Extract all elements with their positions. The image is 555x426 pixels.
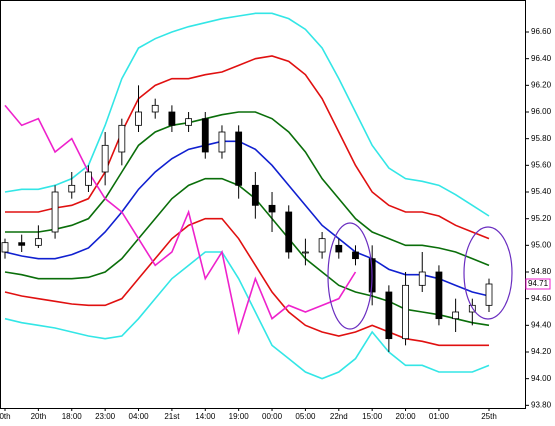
candle-body xyxy=(235,131,243,186)
y-tick-label: 93.80 xyxy=(531,400,552,409)
y-tick-label: 95.60 xyxy=(531,160,552,169)
candle-body xyxy=(185,118,192,126)
x-tick-label: 0th xyxy=(0,412,11,421)
candle-body xyxy=(402,284,409,340)
last-price-box xyxy=(525,278,551,290)
x-tick-label: 04:00 xyxy=(129,412,150,421)
candle-body xyxy=(201,118,209,153)
x-tick-label: 25th xyxy=(481,412,497,421)
x-tick-label: 00:00 xyxy=(262,412,283,421)
candle-body xyxy=(85,171,92,186)
candle-body xyxy=(352,251,359,260)
candle-body xyxy=(251,184,259,206)
y-tick-label: 96.60 xyxy=(531,27,552,36)
candle-body xyxy=(135,111,142,126)
x-tick-label: 20th xyxy=(31,412,47,421)
candle-body xyxy=(218,131,226,153)
x-tick-label: 23:00 xyxy=(95,412,116,421)
y-tick-label: 94.60 xyxy=(531,294,552,303)
highlight-circle xyxy=(327,222,373,330)
candle-body xyxy=(335,244,343,253)
x-tick-label: 21st xyxy=(164,412,180,421)
highlight-circle xyxy=(463,226,513,320)
candle-body xyxy=(418,271,426,286)
candle-body xyxy=(18,242,26,246)
x-tick-label: 18:00 xyxy=(62,412,83,421)
candle-body xyxy=(68,184,76,193)
x-tick-label: 19:00 xyxy=(229,412,250,421)
candle-body xyxy=(452,311,460,320)
candle-body xyxy=(485,283,493,306)
band-line xyxy=(5,55,490,240)
x-tick-label: 01:00 xyxy=(429,412,450,421)
x-tick-label: 22nd xyxy=(330,412,348,421)
last-price-label: 94.71 xyxy=(528,279,549,288)
candle-body xyxy=(151,104,159,113)
candle-body xyxy=(1,242,9,253)
candle-body xyxy=(101,144,109,173)
y-tick-label: 96.20 xyxy=(531,80,552,89)
y-tick-label: 96.40 xyxy=(531,54,552,63)
candle-body xyxy=(385,291,393,340)
plot-frame xyxy=(0,0,526,409)
band-line xyxy=(4,217,489,347)
candle-body xyxy=(51,191,59,233)
x-tick-label: 15:00 xyxy=(362,412,383,421)
candle-body xyxy=(302,251,309,254)
x-tick-label: 20:00 xyxy=(396,412,417,421)
candle-body xyxy=(318,238,326,253)
candle-body xyxy=(435,271,443,320)
band-line xyxy=(4,104,357,336)
x-tick-label: 14:00 xyxy=(195,412,216,421)
marks xyxy=(1,12,493,380)
band-line xyxy=(4,251,490,380)
y-tick-label: 95.80 xyxy=(531,134,552,143)
y-tick-label: 96.00 xyxy=(531,107,552,116)
candle-body xyxy=(118,124,126,153)
candle-body xyxy=(34,238,42,246)
y-tick-label: 94.80 xyxy=(531,267,552,276)
band-line xyxy=(4,140,490,297)
y-tick-label: 94.20 xyxy=(531,347,552,356)
y-tick-label: 95.20 xyxy=(531,214,552,223)
y-tick-label: 94.40 xyxy=(531,320,552,329)
candle-body xyxy=(268,204,276,213)
y-tick-label: 95.00 xyxy=(531,240,552,249)
candle-body xyxy=(285,211,293,253)
candle-body xyxy=(168,111,176,126)
band-line xyxy=(5,111,490,267)
y-tick-label: 95.40 xyxy=(531,187,552,196)
y-tick-label: 94.00 xyxy=(531,374,552,383)
x-tick-label: 05:00 xyxy=(295,412,316,421)
